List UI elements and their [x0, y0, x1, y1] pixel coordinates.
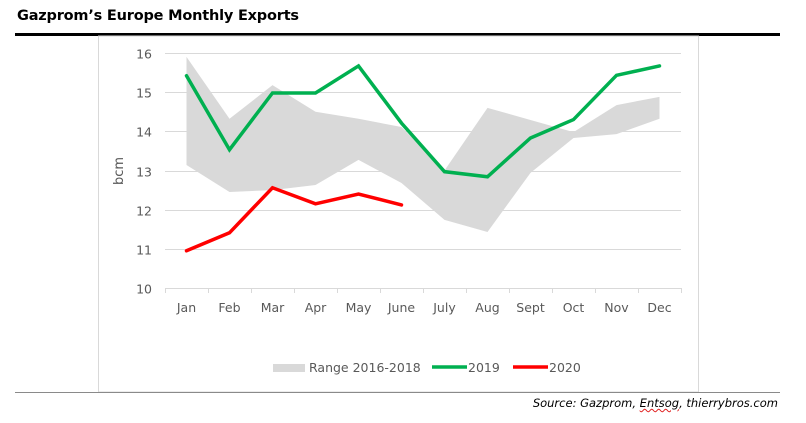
- x-tick-label: Dec: [647, 300, 671, 315]
- source-entsog: Entsog: [639, 396, 680, 410]
- series-line-2019: [184, 63, 662, 179]
- x-tick-label: July: [432, 300, 456, 315]
- y-tick-label: 10: [136, 282, 152, 297]
- series-lines: [184, 63, 662, 253]
- range-area: [186, 56, 660, 232]
- source-note: Source: Gazprom, Entsog, thierrybros.com: [533, 396, 778, 410]
- x-tick-label: Feb: [218, 300, 240, 315]
- y-tick-label: 11: [136, 243, 152, 258]
- source-prefix: Source: Gazprom,: [532, 396, 640, 410]
- y-tick-label: 13: [136, 165, 152, 180]
- bottom-rule: [15, 392, 780, 393]
- x-tick-label: Jan: [176, 300, 196, 315]
- legend-label-range: Range 2016-2018: [309, 360, 421, 375]
- legend-label-2019: 2019: [468, 360, 500, 375]
- y-tick-label: 15: [136, 86, 152, 101]
- source-suffix: , thierrybros.com: [679, 396, 778, 410]
- legend-swatch-range: [273, 364, 305, 372]
- y-axis-ticks: 10 11 12 13 14 15 16: [136, 47, 152, 297]
- range-area-group: [186, 56, 660, 232]
- x-tick-label: June: [387, 300, 416, 315]
- y-axis-label: bcm: [112, 157, 127, 185]
- x-tick-label: Sept: [516, 300, 545, 315]
- title-underline: [15, 33, 780, 36]
- x-tick-label: Nov: [604, 300, 629, 315]
- y-tick-label: 16: [136, 47, 152, 62]
- y-tick-label: 14: [136, 125, 152, 140]
- x-tick-label: Aug: [475, 300, 499, 315]
- chart-title: Gazprom’s Europe Monthly Exports: [17, 8, 299, 24]
- legend-label-2020: 2020: [549, 360, 581, 375]
- x-axis: Jan Feb Mar Apr May June July Aug Sept Oct Nov Dec: [165, 288, 682, 315]
- legend: Range 2016-2018 2019 2020: [273, 360, 581, 375]
- x-tick-label: May: [346, 300, 372, 315]
- x-tick-label: Mar: [261, 300, 285, 315]
- x-tick-label: Oct: [563, 300, 585, 315]
- series-line-2020: [184, 185, 404, 253]
- y-tick-label: 12: [136, 204, 152, 219]
- x-tick-label: Apr: [305, 300, 327, 315]
